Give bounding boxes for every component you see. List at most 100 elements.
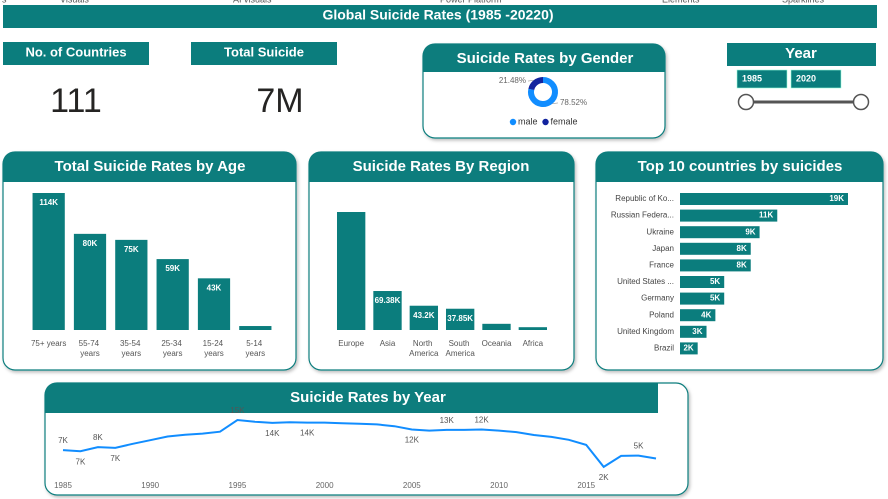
legend-marker: [542, 118, 549, 126]
data-label: 19K: [829, 194, 844, 203]
slicer-title: Year: [785, 45, 817, 62]
tab[interactable]: Sparklines: [782, 0, 825, 4]
y-tick-label: Republic of Ko...: [615, 194, 674, 203]
bar: [239, 326, 272, 330]
bar: [32, 193, 65, 330]
bar: [409, 305, 439, 330]
bar: [680, 325, 707, 338]
bar: [197, 278, 231, 330]
data-label: 5K: [634, 442, 644, 451]
data-label: 80K: [83, 239, 98, 248]
card-header: [3, 42, 149, 65]
data-label: 37.85K: [447, 314, 473, 323]
data-label: 3K: [692, 327, 702, 336]
card-value: 7M: [256, 82, 303, 120]
card-label: No. of Countries: [25, 44, 126, 59]
chart-title: Suicide Rates by Year: [290, 389, 446, 406]
bar: [680, 226, 760, 239]
y-tick-label: Germany: [641, 294, 674, 303]
slicer-input[interactable]: [790, 69, 842, 89]
x-tick-label: North America: [409, 339, 439, 358]
bar: [680, 342, 698, 355]
y-tick-label: Ukraine: [646, 227, 674, 236]
y-tick-label: Brazil: [654, 344, 674, 353]
x-tick-label: Oceania: [482, 339, 512, 348]
data-label: 4K: [701, 310, 711, 319]
leader-line: [527, 79, 534, 82]
slider-handle[interactable]: [852, 93, 870, 111]
x-tick-label: Asia: [380, 339, 396, 348]
data-label: 7K: [76, 457, 86, 466]
panel-header: [423, 44, 665, 72]
card-label: Total Suicide: [224, 44, 304, 59]
data-label: 9K: [745, 227, 755, 236]
card-value: 111: [50, 82, 102, 120]
bar: [680, 242, 751, 255]
data-label: 13K: [440, 416, 455, 425]
panel-header: [596, 152, 883, 182]
y-tick-label: United Kingdom: [617, 327, 674, 336]
bar: [115, 239, 148, 330]
slicer-input[interactable]: [736, 69, 788, 89]
data-label: 11K: [759, 211, 773, 220]
x-tick-label: 15-24 years: [203, 339, 226, 358]
panel-header: [309, 152, 574, 182]
y-tick-label: Russian Federa...: [611, 211, 674, 220]
data-label: 7K: [110, 454, 120, 463]
donut-segment: [528, 77, 544, 91]
x-tick-label: 2010: [490, 481, 508, 490]
tab[interactable]: Visuals: [60, 0, 89, 4]
x-tick-label: South America: [445, 339, 475, 358]
x-tick-label: 1990: [141, 481, 159, 490]
data-label: 2K: [683, 344, 693, 353]
data-label: 43.2K: [413, 311, 435, 320]
card-header: [191, 42, 337, 65]
title-bar: [3, 5, 877, 28]
data-label: 59K: [165, 264, 180, 273]
tab[interactable]: AI visuals: [233, 0, 272, 4]
legend-label: male: [518, 116, 538, 126]
tab[interactable]: Power Platform: [440, 0, 502, 4]
bar: [518, 327, 548, 330]
bar: [336, 212, 366, 330]
bar: [680, 209, 778, 222]
data-label: 14K: [265, 429, 280, 438]
bar: [373, 291, 402, 330]
bar: [680, 259, 751, 272]
leader-line: [552, 102, 559, 105]
bar: [156, 259, 189, 330]
data-label: 75K: [124, 245, 139, 254]
legend-marker: [509, 118, 517, 126]
x-tick-label: 75+ years: [31, 339, 66, 348]
chart-title: Top 10 countries by suicides: [638, 158, 843, 175]
data-label: 8K: [737, 261, 747, 270]
tab[interactable]: s: [2, 0, 7, 4]
line: [62, 418, 657, 469]
dashboard-title: Global Suicide Rates (1985 -20220): [322, 7, 553, 23]
bar: [680, 309, 716, 322]
data-label: 8K: [737, 244, 747, 253]
y-tick-label: France: [649, 261, 674, 270]
bar: [445, 308, 475, 330]
data-label: 15K: [230, 406, 245, 415]
bar: [680, 292, 725, 305]
y-tick-label: United States ...: [617, 277, 674, 286]
ribbon: s Visuals AI visuals Power Platform Elem…: [2, 0, 825, 4]
slider-handle[interactable]: [737, 93, 755, 111]
slicer-start: 1985: [742, 73, 762, 83]
data-label: 14K: [300, 429, 315, 438]
x-tick-label: 55-74 years: [79, 339, 102, 358]
x-tick-label: 1995: [229, 481, 247, 490]
data-label: 69.38K: [375, 296, 401, 305]
bar: [482, 323, 511, 330]
x-tick-label: 35-54 years: [120, 339, 143, 358]
bar: [680, 193, 848, 205]
tab[interactable]: Elements: [662, 0, 700, 4]
panel: [44, 382, 689, 496]
slicer-end: 2020: [796, 73, 816, 83]
x-tick-label: Africa: [523, 339, 544, 348]
donut-segment: [528, 77, 558, 107]
x-tick-label: 5-14 years: [246, 339, 266, 358]
data-label: 78.52%: [560, 98, 587, 107]
